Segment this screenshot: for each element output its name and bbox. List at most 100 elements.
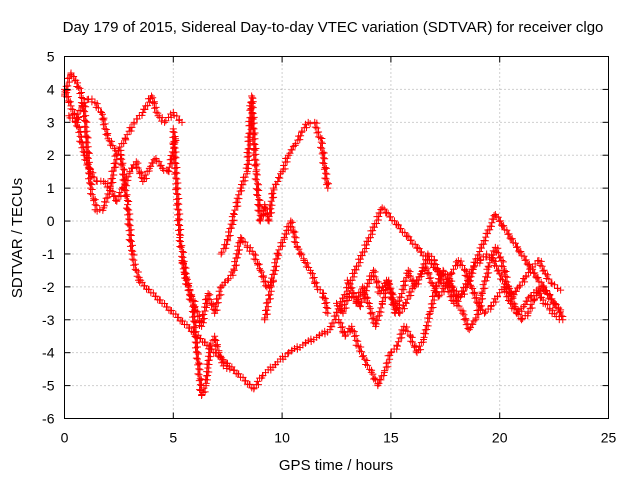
data-point: [190, 306, 198, 314]
data-point: [464, 273, 472, 281]
data-point: [141, 171, 149, 179]
data-point: [530, 269, 538, 277]
data-point: [356, 303, 364, 311]
data-point: [383, 283, 391, 291]
data-point: [468, 265, 476, 273]
data-point: [479, 306, 487, 314]
data-point: [503, 293, 511, 301]
data-point: [184, 286, 192, 294]
data-point: [177, 238, 185, 246]
data-point: [117, 151, 125, 159]
data-point: [174, 190, 182, 198]
data-point: [74, 83, 82, 91]
data-point: [354, 337, 362, 345]
data-point: [425, 310, 433, 318]
data-point: [280, 162, 288, 170]
data-point: [137, 174, 145, 182]
data-point: [206, 296, 214, 304]
data-point: [237, 180, 245, 188]
data-point: [75, 113, 83, 121]
data-point: [380, 286, 388, 294]
data-point: [108, 175, 116, 183]
data-point: [369, 223, 377, 231]
data-point: [385, 284, 393, 292]
data-point: [320, 165, 328, 173]
data-point: [404, 327, 412, 335]
data-point: [100, 178, 108, 186]
data-point: [169, 139, 177, 147]
data-point: [127, 127, 135, 135]
data-point: [198, 318, 206, 326]
data-point: [79, 148, 87, 156]
data-point: [104, 179, 112, 187]
data-point: [503, 278, 511, 286]
data-point: [367, 368, 375, 376]
data-point: [270, 193, 278, 201]
data-point: [258, 273, 266, 281]
data-point: [551, 299, 559, 307]
data-point: [151, 104, 159, 112]
data-point: [125, 227, 133, 235]
data-point: [196, 375, 204, 383]
data-point: [254, 191, 262, 199]
data-point: [505, 230, 513, 238]
data-point: [244, 160, 252, 168]
data-point: [337, 324, 345, 332]
data-point: [149, 99, 157, 107]
data-point: [195, 377, 203, 385]
data-point: [525, 261, 533, 269]
data-point: [176, 234, 184, 241]
data-point: [267, 197, 275, 205]
data-point: [175, 226, 183, 234]
data-point: [111, 159, 119, 167]
data-point: [402, 299, 410, 307]
data-point: [213, 343, 221, 351]
data-point: [117, 160, 125, 168]
data-point: [357, 343, 365, 351]
data-point: [287, 222, 295, 230]
data-point: [266, 291, 274, 299]
data-point: [494, 244, 502, 252]
data-point: [122, 193, 130, 201]
data-point: [204, 352, 212, 360]
data-point: [312, 279, 320, 287]
data-point: [188, 292, 196, 300]
data-point: [520, 252, 528, 260]
data-point: [326, 322, 334, 330]
data-point: [477, 302, 485, 310]
data-point: [339, 308, 347, 316]
data-point: [342, 290, 350, 298]
data-point: [229, 271, 237, 279]
data-point: [268, 209, 276, 217]
data-point: [232, 261, 240, 269]
data-point: [316, 134, 324, 142]
data-point: [521, 278, 529, 286]
y-tick-label: 3: [47, 114, 55, 130]
data-point: [457, 257, 465, 265]
data-point: [293, 243, 301, 251]
data-point: [374, 312, 382, 320]
data-point: [102, 130, 110, 138]
data-point: [70, 72, 78, 80]
data-point: [307, 269, 315, 277]
data-point: [214, 295, 222, 303]
data-point: [528, 304, 536, 312]
data-point: [363, 357, 371, 365]
data-point: [480, 236, 488, 244]
data-point: [330, 319, 338, 327]
data-point: [251, 161, 259, 169]
data-point: [125, 197, 133, 205]
data-point: [83, 118, 91, 126]
data-point: [123, 182, 131, 190]
data-point: [482, 273, 490, 281]
data-point: [540, 266, 548, 274]
data-point: [235, 246, 243, 254]
data-point: [193, 355, 201, 363]
data-point: [177, 243, 185, 251]
data-point: [217, 291, 225, 299]
data-point: [261, 314, 269, 322]
data-point: [274, 250, 282, 258]
data-point: [321, 327, 329, 335]
data-point: [544, 301, 552, 309]
data-point: [245, 157, 253, 165]
